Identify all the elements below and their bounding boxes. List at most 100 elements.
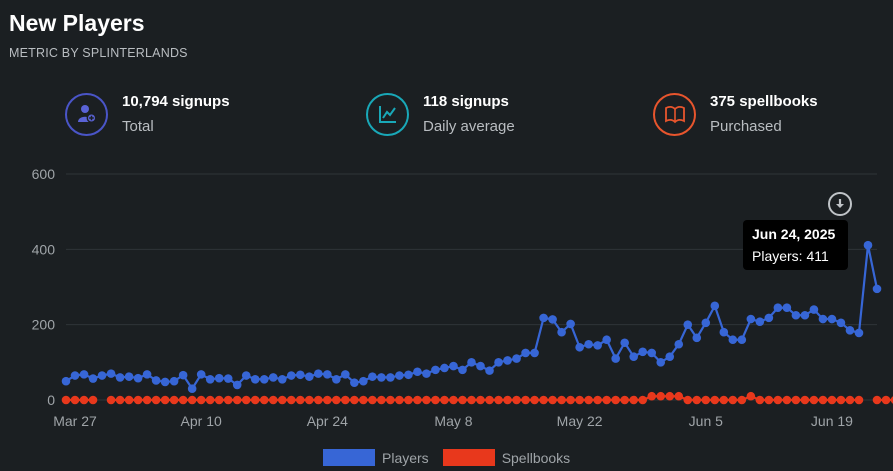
y-tick-label: 200: [32, 317, 56, 333]
data-point-spellbooks: [214, 395, 224, 405]
legend-item-players[interactable]: Players: [323, 449, 429, 466]
data-point-players: [827, 314, 837, 324]
data-point-players: [70, 371, 80, 380]
data-point-players: [791, 310, 801, 320]
data-point-players: [341, 370, 350, 379]
data-point-players: [872, 284, 882, 294]
data-point-spellbooks: [836, 395, 846, 405]
data-point-players: [620, 338, 629, 348]
legend-swatch: [442, 449, 495, 466]
data-point-players: [458, 365, 467, 375]
data-point-players: [79, 370, 89, 379]
stat-value: 118 signups: [423, 93, 509, 110]
data-point-spellbooks: [449, 395, 458, 405]
data-point-players: [404, 370, 413, 380]
data-point-spellbooks: [593, 395, 602, 405]
data-point-spellbooks: [431, 395, 440, 405]
data-point-players: [809, 305, 819, 314]
x-tick-label: Jun 19: [811, 413, 853, 429]
data-point-players: [142, 370, 152, 379]
data-point-players: [494, 358, 503, 367]
data-point-players: [115, 373, 125, 382]
data-point-spellbooks: [539, 395, 548, 405]
data-point-players: [223, 374, 233, 383]
data-point-players: [61, 376, 71, 386]
data-point-players: [503, 356, 512, 365]
data-point-players: [250, 374, 260, 384]
data-point-players: [710, 301, 720, 311]
data-point-spellbooks: [611, 395, 620, 405]
download-button[interactable]: [828, 192, 852, 216]
data-point-spellbooks: [359, 395, 368, 405]
data-point-spellbooks: [268, 395, 278, 405]
data-point-players: [214, 373, 224, 383]
data-point-spellbooks: [674, 391, 684, 401]
data-point-players: [314, 369, 323, 378]
data-point-players: [593, 341, 602, 350]
data-point-spellbooks: [728, 395, 738, 405]
data-point-players: [773, 303, 783, 313]
data-point-players: [413, 367, 422, 377]
legend-item-spellbooks[interactable]: Spellbooks: [442, 449, 570, 466]
data-point-players: [449, 361, 458, 371]
data-point-players: [332, 374, 341, 384]
data-point-spellbooks: [232, 395, 242, 405]
data-point-spellbooks: [557, 395, 566, 405]
data-point-spellbooks: [800, 395, 810, 405]
y-tick-label: 400: [32, 241, 56, 257]
data-point-spellbooks: [332, 395, 341, 405]
data-point-spellbooks: [395, 395, 404, 405]
data-point-players: [268, 373, 278, 382]
stat-spellbooks-purchased: 375 spellbooks Purchased: [653, 88, 818, 140]
data-point-players: [305, 372, 314, 381]
data-point-spellbooks: [250, 395, 260, 405]
page-title: New Players: [9, 10, 145, 36]
data-point-spellbooks: [485, 395, 494, 405]
data-point-spellbooks: [350, 395, 359, 405]
data-point-players: [395, 371, 404, 380]
data-point-players: [485, 366, 494, 375]
data-point-spellbooks: [187, 395, 197, 405]
data-point-spellbooks: [512, 395, 521, 405]
data-point-spellbooks: [503, 395, 512, 405]
data-point-spellbooks: [692, 395, 702, 405]
data-point-players: [647, 348, 657, 358]
data-point-players: [277, 374, 287, 384]
data-point-spellbooks: [827, 395, 837, 405]
data-point-spellbooks: [79, 395, 89, 405]
data-point-spellbooks: [881, 395, 891, 405]
data-point-players: [151, 376, 161, 385]
line-chart-icon: [366, 92, 409, 136]
data-point-spellbooks: [764, 395, 774, 405]
data-point-spellbooks: [467, 395, 476, 405]
data-point-spellbooks: [88, 395, 98, 405]
data-point-spellbooks: [566, 395, 575, 405]
stat-daily-average: 118 signups Daily average: [366, 88, 515, 140]
data-point-players: [169, 376, 179, 386]
stat-total-signups: 10,794 signups Total: [65, 88, 230, 140]
data-point-players: [133, 373, 143, 383]
data-point-players: [701, 318, 711, 328]
data-point-players: [350, 378, 359, 387]
data-point-players: [818, 314, 828, 324]
data-point-players: [719, 327, 729, 337]
data-point-players: [755, 317, 765, 326]
data-point-spellbooks: [719, 395, 729, 405]
data-point-spellbooks: [305, 395, 314, 405]
data-point-players: [665, 352, 675, 361]
data-point-spellbooks: [683, 395, 693, 405]
data-point-players: [286, 371, 296, 380]
data-point-spellbooks: [440, 395, 449, 405]
data-point-spellbooks: [755, 395, 765, 405]
data-point-spellbooks: [277, 395, 287, 405]
data-point-spellbooks: [737, 395, 747, 405]
data-point-players: [683, 320, 693, 329]
data-point-players: [539, 313, 548, 323]
x-tick-label: May 22: [557, 413, 603, 429]
x-tick-label: Apr 10: [181, 413, 222, 429]
download-icon: [836, 199, 844, 208]
data-point-spellbooks: [890, 396, 893, 404]
data-point-spellbooks: [169, 395, 179, 405]
data-point-spellbooks: [133, 395, 143, 405]
